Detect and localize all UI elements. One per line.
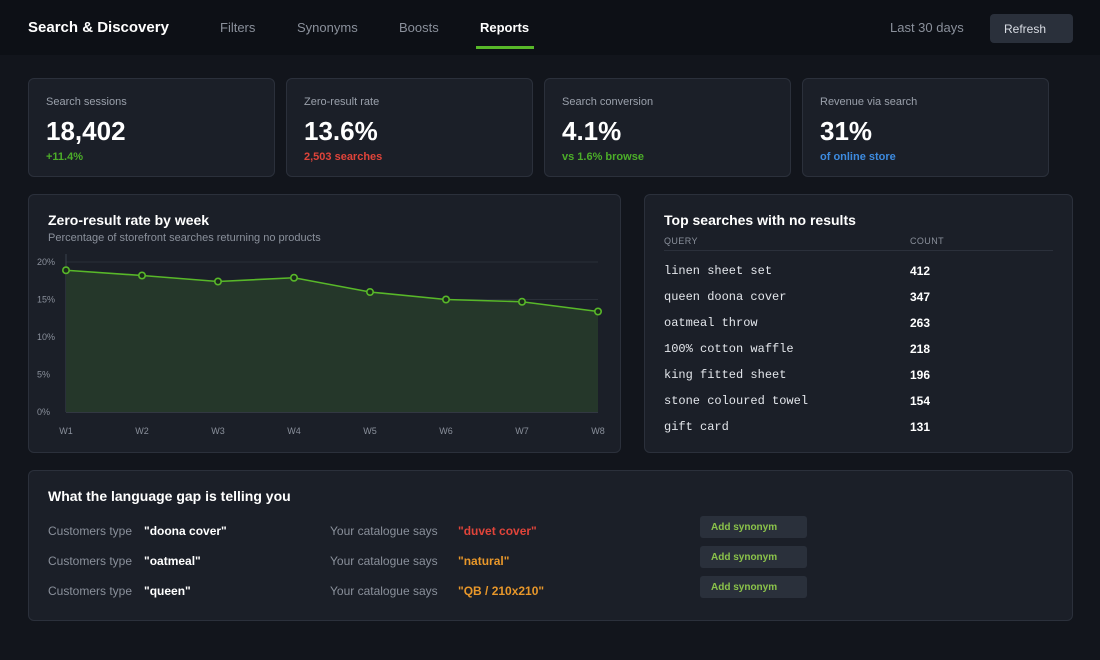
x-tick-label: W2: [135, 426, 149, 436]
language-gap-card: What the language gap is telling you Cus…: [28, 470, 1073, 621]
kpi-value: 31%: [820, 116, 873, 146]
query-count: 131: [910, 420, 931, 434]
active-tab-indicator: [476, 46, 534, 49]
chart-title: Zero-result rate by week: [48, 212, 210, 228]
query-count: 412: [910, 264, 931, 278]
header-divider: [664, 250, 1053, 251]
data-point: [441, 295, 450, 304]
kpi-delta: 2,503 searches: [304, 151, 383, 163]
query-count: 154: [910, 394, 931, 408]
kpi-card-search-conversion: Search conversion 4.1% vs 1.6% browse: [544, 78, 791, 177]
customer-type-label: Customers type: [48, 554, 133, 568]
kpi-card-revenue-via-search: Revenue via search 31% of online store: [802, 78, 1049, 177]
query-count: 196: [910, 368, 931, 382]
data-point: [593, 307, 602, 316]
data-point: [517, 297, 526, 306]
kpi-delta: +11.4%: [46, 151, 84, 163]
query-count: 218: [910, 342, 931, 356]
add-synonym-button[interactable]: Add synonym: [700, 546, 807, 568]
y-tick-label: 5%: [37, 370, 50, 380]
language-gap-row: Customers type "oatmeal" Your catalogue sa…: [29, 546, 1072, 578]
top-nav-bar: Search & Discovery Filters Synonyms Boos…: [0, 0, 1100, 55]
customer-type-label: Customers type: [48, 524, 133, 538]
tab-reports[interactable]: Reports: [480, 20, 530, 35]
kpi-card-zero-result-rate: Zero-result rate 13.6% 2,503 searches: [286, 78, 533, 177]
x-tick-label: W1: [59, 426, 73, 436]
y-tick-label: 0%: [37, 407, 50, 417]
kpi-label: Search sessions: [46, 96, 127, 108]
catalogue-term: "duvet cover": [458, 524, 537, 538]
x-tick-label: W4: [287, 426, 301, 436]
data-point: [61, 266, 70, 275]
x-tick-label: W7: [515, 426, 529, 436]
kpi-label: Search conversion: [562, 96, 654, 108]
add-synonym-button[interactable]: Add synonym: [700, 576, 807, 598]
catalogue-says-label: Your catalogue says: [330, 584, 438, 598]
query-text: queen doona cover: [664, 290, 787, 304]
query-text: linen sheet set: [664, 264, 773, 278]
tab-synonyms[interactable]: Synonyms: [297, 20, 358, 35]
zero-result-area-chart: 0% 5% 10% 15% 20% W1 W2 W3 W4 W5 W6 W7 W8: [37, 254, 605, 436]
table-row[interactable]: stone coloured towel 154: [645, 394, 1072, 420]
catalogue-term: "natural": [458, 554, 510, 568]
query-count: 347: [910, 290, 931, 304]
y-tick-label: 15%: [37, 295, 55, 305]
tab-boosts[interactable]: Boosts: [399, 20, 439, 35]
kpi-label: Zero-result rate: [304, 96, 380, 108]
catalogue-says-label: Your catalogue says: [330, 524, 438, 538]
y-tick-label: 10%: [37, 332, 55, 342]
kpi-delta: vs 1.6% browse: [562, 151, 644, 163]
data-point: [214, 277, 223, 286]
kpi-delta: of online store: [820, 151, 896, 163]
query-count: 263: [910, 316, 931, 330]
language-gap-row: Customers type "queen" Your catalogue says…: [29, 576, 1072, 608]
query-text: stone coloured towel: [664, 394, 809, 408]
query-text: king fitted sheet: [664, 368, 787, 382]
y-tick-label: 20%: [37, 257, 55, 267]
refresh-button[interactable]: Refresh: [990, 14, 1073, 43]
customer-type-label: Customers type: [48, 584, 133, 598]
tab-filters[interactable]: Filters: [220, 20, 256, 35]
kpi-label: Revenue via search: [820, 96, 918, 108]
insights-title: What the language gap is telling you: [48, 488, 291, 504]
kpi-card-search-sessions: Search sessions 18,402 +11.4%: [28, 78, 275, 177]
x-tick-label: W5: [363, 426, 377, 436]
add-synonym-button[interactable]: Add synonym: [700, 516, 807, 538]
x-tick-label: W8: [591, 426, 605, 436]
date-range-selector[interactable]: Last 30 days: [890, 20, 964, 35]
data-point: [289, 273, 298, 282]
table-row[interactable]: oatmeal throw 263: [645, 316, 1072, 342]
table-row[interactable]: queen doona cover 347: [645, 290, 1072, 316]
customer-term: "doona cover": [144, 524, 227, 538]
customer-term: "oatmeal": [144, 554, 201, 568]
query-text: gift card: [664, 420, 729, 434]
x-tick-label: W3: [211, 426, 225, 436]
chart-subtitle: Percentage of storefront searches return…: [48, 232, 321, 244]
app-title: Search & Discovery: [28, 19, 169, 36]
area-fill: [66, 270, 598, 412]
table-row[interactable]: king fitted sheet 196: [645, 368, 1072, 394]
query-text: 100% cotton waffle: [664, 342, 794, 356]
data-point: [365, 288, 374, 297]
customer-term: "queen": [144, 584, 191, 598]
language-gap-row: Customers type "doona cover" Your catalogu…: [29, 516, 1072, 548]
series-line: [65, 269, 599, 313]
top-no-result-searches-card: Top searches with no results QUERY COUNT…: [644, 194, 1073, 453]
table-title: Top searches with no results: [664, 212, 856, 228]
data-point: [138, 271, 147, 280]
column-header-count: COUNT: [910, 236, 944, 246]
catalogue-term: "QB / 210x210": [458, 584, 545, 598]
x-tick-label: W6: [439, 426, 453, 436]
kpi-value: 18,402: [46, 116, 126, 146]
zero-result-chart-card: Zero-result rate by week Percentage of s…: [28, 194, 621, 453]
column-header-query: QUERY: [664, 236, 698, 246]
kpi-value: 13.6%: [304, 116, 378, 146]
kpi-value: 4.1%: [562, 116, 622, 146]
table-row[interactable]: gift card 131: [645, 420, 1072, 446]
table-row[interactable]: linen sheet set 412: [645, 264, 1072, 290]
table-row[interactable]: 100% cotton waffle 218: [645, 342, 1072, 368]
catalogue-says-label: Your catalogue says: [330, 554, 438, 568]
query-text: oatmeal throw: [664, 316, 758, 330]
